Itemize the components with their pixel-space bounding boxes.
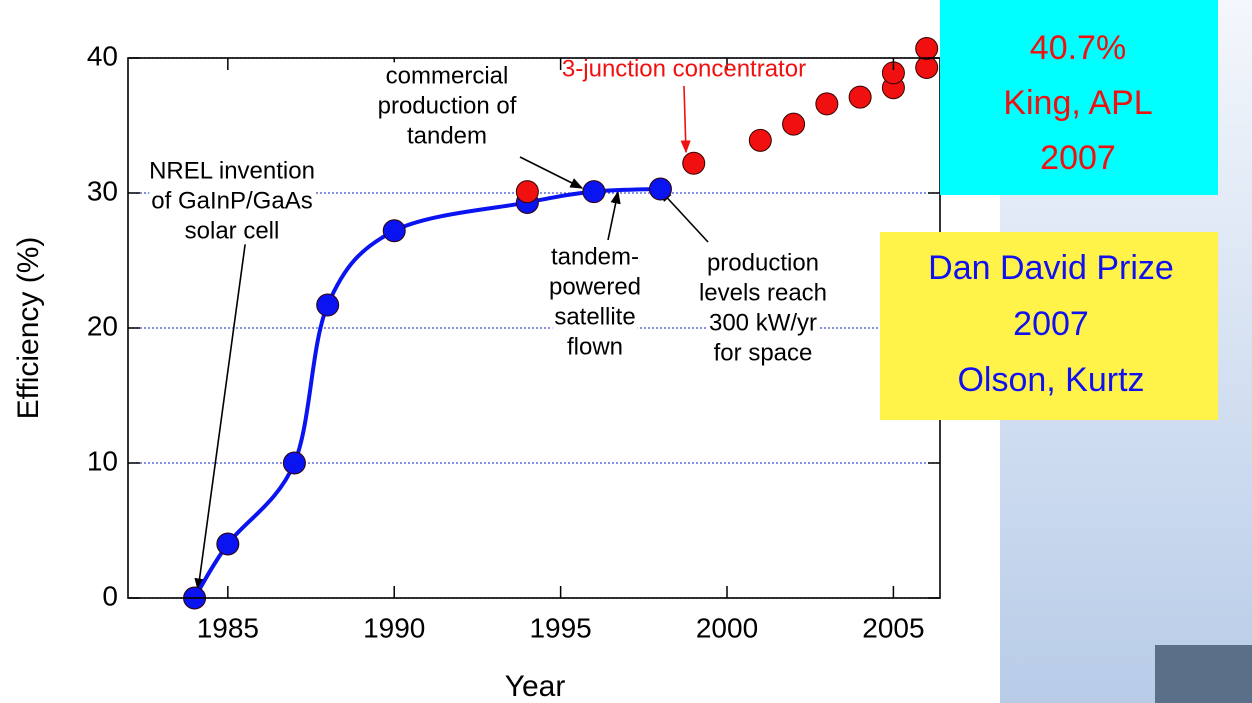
- y-tick-label: 20: [87, 310, 118, 341]
- annotation: 300 kW/yr: [709, 309, 817, 336]
- photo-corner: [1155, 645, 1252, 703]
- point: [749, 129, 771, 151]
- callout-text: 2007: [1040, 139, 1116, 177]
- x-tick-label: 1995: [529, 612, 591, 643]
- annotation: of GaInP/GaAs: [151, 187, 312, 214]
- annotation: for space: [714, 339, 813, 366]
- annotation: 3-junction concentrator: [562, 55, 806, 82]
- point: [283, 452, 305, 474]
- annotation: tandem-: [551, 243, 639, 270]
- annotation: commercial: [386, 62, 509, 89]
- point: [583, 181, 605, 203]
- point: [516, 181, 538, 203]
- x-tick-label: 2005: [862, 612, 924, 643]
- callout-text: Dan David Prize: [928, 249, 1174, 287]
- annotation: levels reach: [699, 279, 827, 306]
- y-tick-label: 0: [102, 580, 118, 611]
- annotation: satellite: [554, 303, 635, 330]
- x-axis-label: Year: [505, 670, 566, 703]
- callout-text: 2007: [1013, 305, 1089, 343]
- x-tick-label: 1990: [363, 612, 425, 643]
- point: [816, 93, 838, 115]
- point: [783, 113, 805, 135]
- y-tick-label: 40: [87, 40, 118, 71]
- annotation: solar cell: [185, 217, 280, 244]
- point: [683, 152, 705, 174]
- y-axis-label: Efficiency (%): [12, 237, 45, 420]
- point: [916, 38, 938, 60]
- point: [849, 86, 871, 108]
- annotation: tandem: [407, 122, 487, 149]
- x-tick-label: 1985: [197, 612, 259, 643]
- callout-text: King, APL: [1003, 84, 1152, 122]
- point: [383, 220, 405, 242]
- annotation: production of: [378, 92, 517, 119]
- y-tick-label: 10: [87, 445, 118, 476]
- y-tick-label: 30: [87, 175, 118, 206]
- x-tick-label: 2000: [696, 612, 758, 643]
- annotation: production: [707, 249, 819, 276]
- chart: Year Efficiency (%) 0 10 20 30 40 1985 1990 199…: [0, 0, 1252, 703]
- callout-text: Olson, Kurtz: [957, 361, 1144, 399]
- point: [217, 533, 239, 555]
- point: [317, 294, 339, 316]
- callout-text: 40.7%: [1030, 29, 1126, 67]
- annotation: NREL invention: [149, 157, 315, 184]
- annotation: powered: [549, 273, 641, 300]
- point: [649, 178, 671, 200]
- annotation: flown: [567, 333, 623, 360]
